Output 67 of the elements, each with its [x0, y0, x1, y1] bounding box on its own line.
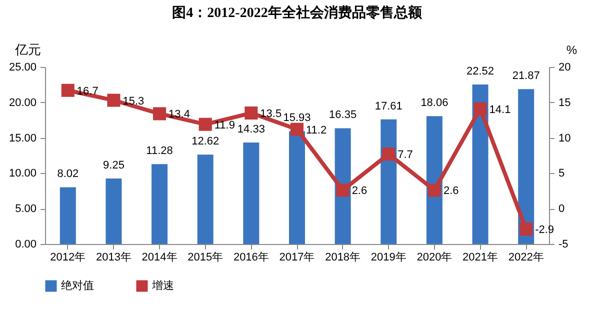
data-label: 21.87 [512, 70, 540, 82]
data-label: 11.28 [146, 145, 173, 158]
data-label: -2.9 [535, 224, 554, 236]
y-tick-label: 15.00 [8, 132, 36, 144]
x-tick-label: 2018年 [325, 252, 361, 264]
data-label: 13.5 [260, 108, 282, 120]
data-label: 9.25 [103, 160, 124, 172]
x-tick-label: 2013年 [96, 252, 132, 264]
data-label: 7.7 [398, 149, 413, 162]
data-label: 11.2 [306, 124, 327, 136]
y-tick-label: 0.00 [15, 238, 36, 250]
point [61, 84, 74, 97]
x-tick-label: 2019年 [370, 252, 406, 264]
bar [380, 119, 397, 244]
data-label: 22.52 [466, 66, 494, 78]
data-label: 2.6 [352, 185, 368, 198]
bar [197, 154, 214, 244]
point [244, 106, 258, 120]
y-tick-label: 10.00 [8, 168, 36, 180]
y-axis-title: 亿元 [14, 42, 41, 57]
y2-tick-label: -5 [558, 238, 568, 250]
data-label: 12.62 [192, 136, 220, 148]
point [520, 222, 533, 236]
data-label: 16.35 [329, 109, 357, 122]
y2-tick-label: 20 [558, 62, 571, 74]
chart-title: 图4：2012-2022年全社会消费品零售总额 [172, 4, 423, 21]
x-tick-label: 2015年 [188, 252, 224, 264]
y2-axis-title: % [566, 43, 578, 57]
legend-label: 绝对值 [61, 279, 94, 292]
y2-tick-label: 5 [558, 168, 565, 180]
bar [472, 84, 488, 244]
data-label: 14.33 [237, 124, 265, 136]
x-tick-label: 2020年 [416, 252, 452, 264]
data-label: 15.3 [122, 95, 144, 108]
legend-label: 增速 [151, 279, 174, 292]
x-tick-label: 2012年 [50, 252, 86, 264]
bar [106, 178, 122, 244]
data-label: 17.61 [374, 100, 402, 112]
x-tick-label: 2016年 [233, 252, 269, 264]
point [153, 107, 166, 120]
x-tick-label: 2022年 [508, 252, 544, 264]
point [382, 148, 396, 161]
y2-tick-label: 10 [558, 132, 571, 144]
data-label: 8.02 [57, 168, 79, 180]
data-label: 15.93 [283, 112, 311, 124]
data-label: 2.6 [443, 185, 459, 198]
y2-tick-label: 15 [558, 96, 571, 109]
y-tick-label: 20.00 [8, 96, 36, 109]
x-tick-label: 2021年 [462, 252, 498, 264]
y-tick-label: 25.00 [8, 62, 36, 74]
point [428, 184, 441, 197]
bar [152, 164, 168, 244]
data-label: 18.06 [420, 97, 448, 110]
point [107, 94, 120, 107]
point [198, 118, 212, 131]
data-label: 11.9 [214, 119, 235, 132]
data-label: 14.1 [489, 104, 511, 116]
bar [289, 131, 305, 244]
bar [243, 142, 260, 244]
x-tick-label: 2014年 [142, 252, 178, 264]
y-tick-label: 5.00 [15, 203, 36, 216]
x-tick-label: 2017年 [279, 252, 315, 264]
y2-tick-label: 0 [558, 203, 565, 216]
point [336, 184, 350, 197]
point [290, 122, 304, 136]
bar [60, 187, 76, 244]
point [474, 102, 487, 116]
